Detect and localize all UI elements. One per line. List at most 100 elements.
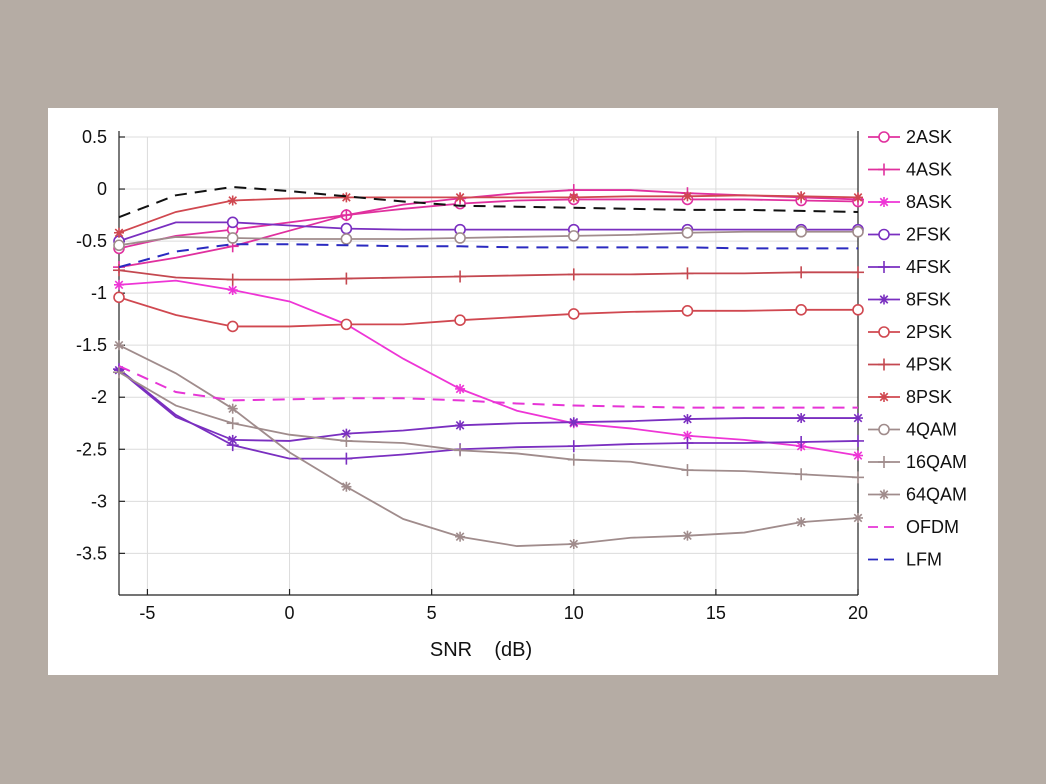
data-point-64qam bbox=[682, 530, 693, 541]
legend-item-4psk: 4PSK bbox=[868, 355, 952, 375]
legend-label-8ask: 8ASK bbox=[906, 192, 952, 212]
data-point-4psk bbox=[340, 272, 353, 285]
star-marker-d2 bbox=[114, 340, 124, 350]
star-marker-d2 bbox=[455, 384, 465, 394]
legend-label-2fsk: 2FSK bbox=[906, 225, 951, 245]
y-tick-label: -1 bbox=[91, 283, 107, 303]
y-tick-label: 0 bbox=[97, 179, 107, 199]
star-marker-d2 bbox=[853, 193, 863, 202]
grid bbox=[119, 136, 859, 595]
legend-marker-2psk bbox=[878, 326, 890, 338]
data-point-8ask bbox=[455, 383, 466, 394]
data-point-4fsk bbox=[567, 440, 580, 453]
series-line-8ask bbox=[118, 279, 859, 457]
data-point-16qam bbox=[681, 464, 694, 477]
x-tick-label: 5 bbox=[427, 603, 437, 623]
legend-label-2psk: 2PSK bbox=[906, 322, 952, 342]
legend-label-16qam: 16QAM bbox=[906, 452, 967, 472]
series-line-unnamed-14 bbox=[118, 185, 859, 219]
data-point-4psk bbox=[795, 266, 808, 279]
star-marker-d2 bbox=[879, 490, 889, 499]
legend-marker-4fsk bbox=[878, 261, 890, 273]
data-point-4psk bbox=[226, 273, 239, 286]
y-tick-label: -3 bbox=[91, 491, 107, 511]
data-point-64qam bbox=[796, 517, 807, 528]
data-point-64qam bbox=[114, 340, 124, 351]
x-tick-label: 0 bbox=[285, 603, 295, 623]
data-point-8psk bbox=[853, 192, 863, 203]
legend-item-4ask: 4ASK bbox=[868, 160, 952, 180]
legend-item-4qam: 4QAM bbox=[868, 420, 957, 440]
data-point-16qam bbox=[454, 444, 467, 457]
series-16qam bbox=[113, 366, 864, 484]
data-point-4qam bbox=[226, 232, 239, 244]
data-point-4qam bbox=[681, 226, 694, 239]
star-marker-d2 bbox=[853, 413, 863, 423]
line-chart: -5 0 5 10 15 20 0.5 0 -0.5 -1 -1.5 -2 -2.5 -3 -3.5 2AS… bbox=[76, 127, 967, 661]
data-point-4qam bbox=[567, 230, 580, 242]
legend-item-2ask: 2ASK bbox=[868, 127, 952, 147]
legend-marker-4psk bbox=[878, 358, 890, 371]
star-marker-d2 bbox=[569, 193, 579, 202]
series-line-8psk bbox=[118, 194, 859, 234]
legend-label-4qam: 4QAM bbox=[906, 420, 957, 440]
data-point-4fsk bbox=[852, 434, 864, 447]
star-marker-d2 bbox=[228, 285, 238, 295]
legend-item-2psk: 2PSK bbox=[868, 322, 952, 342]
data-point-64qam bbox=[853, 512, 863, 523]
data-point-8ask bbox=[114, 279, 124, 290]
series-line-4psk bbox=[118, 269, 858, 281]
data-point-16qam bbox=[795, 468, 808, 481]
legend-item-16qam: 16QAM bbox=[868, 452, 967, 472]
x-tick-label: -5 bbox=[139, 603, 155, 623]
legend-label-4ask: 4ASK bbox=[906, 160, 952, 180]
star-marker-d2 bbox=[853, 451, 863, 460]
data-point-4ask bbox=[340, 209, 353, 222]
data-point-16qam bbox=[226, 417, 239, 430]
data-point-2psk bbox=[852, 303, 864, 316]
data-point-8psk bbox=[682, 191, 693, 202]
series-8ask bbox=[114, 279, 863, 461]
series-unnamed-14 bbox=[118, 185, 859, 219]
series-line-4fsk bbox=[118, 368, 859, 460]
star-marker-d2 bbox=[342, 429, 351, 438]
series-ofdm bbox=[118, 365, 858, 409]
star-marker-d2 bbox=[114, 228, 124, 238]
data-point-4qam bbox=[113, 239, 125, 252]
data-point-16qam bbox=[113, 366, 125, 379]
data-point-2fsk bbox=[226, 216, 239, 229]
series-line-64qam bbox=[118, 344, 859, 547]
series-line-2ask bbox=[118, 198, 859, 250]
series-layer bbox=[113, 184, 864, 549]
star-marker-d2 bbox=[228, 404, 238, 413]
legend-item-4fsk: 4FSK bbox=[868, 257, 951, 277]
series-line-2psk bbox=[118, 296, 858, 328]
x-tick-label: 10 bbox=[564, 603, 584, 623]
legend-marker-4ask bbox=[878, 163, 890, 176]
y-tick-label: -1.5 bbox=[76, 335, 107, 355]
legend-marker-8psk bbox=[879, 392, 889, 402]
legend-marker-2fsk bbox=[878, 228, 890, 241]
y-tick-label: -0.5 bbox=[76, 231, 107, 251]
legend-marker-64qam bbox=[879, 489, 889, 500]
y-tick-label: -2.5 bbox=[76, 439, 107, 459]
star-marker-d2 bbox=[455, 193, 465, 202]
data-point-2psk bbox=[113, 291, 125, 304]
star-marker-d2 bbox=[796, 413, 806, 423]
legend-item-8ask: 8ASK bbox=[868, 192, 952, 212]
data-point-2psk bbox=[795, 303, 807, 316]
series-4psk bbox=[113, 264, 864, 286]
legend-label-4fsk: 4FSK bbox=[906, 257, 951, 277]
series-line-2fsk bbox=[118, 221, 858, 242]
data-point-4qam bbox=[852, 225, 864, 238]
series-line-lfm bbox=[118, 243, 858, 269]
star-marker-d2 bbox=[853, 513, 863, 523]
legend-label-8psk: 8PSK bbox=[906, 387, 952, 407]
axes: -5 0 5 10 15 20 0.5 0 -0.5 -1 -1.5 -2 -2.5 -3 -3.5 bbox=[76, 127, 868, 623]
data-point-8ask bbox=[227, 285, 238, 296]
legend: 2ASK 4ASK 8ASK 2FSK 4FSK 8FSK 2PSK 4PSK 8PSK 4QAM… bbox=[868, 127, 967, 570]
series-2psk bbox=[113, 291, 864, 333]
star-marker-d2 bbox=[228, 196, 238, 205]
data-point-8fsk bbox=[853, 413, 863, 424]
data-point-8psk bbox=[227, 195, 238, 206]
